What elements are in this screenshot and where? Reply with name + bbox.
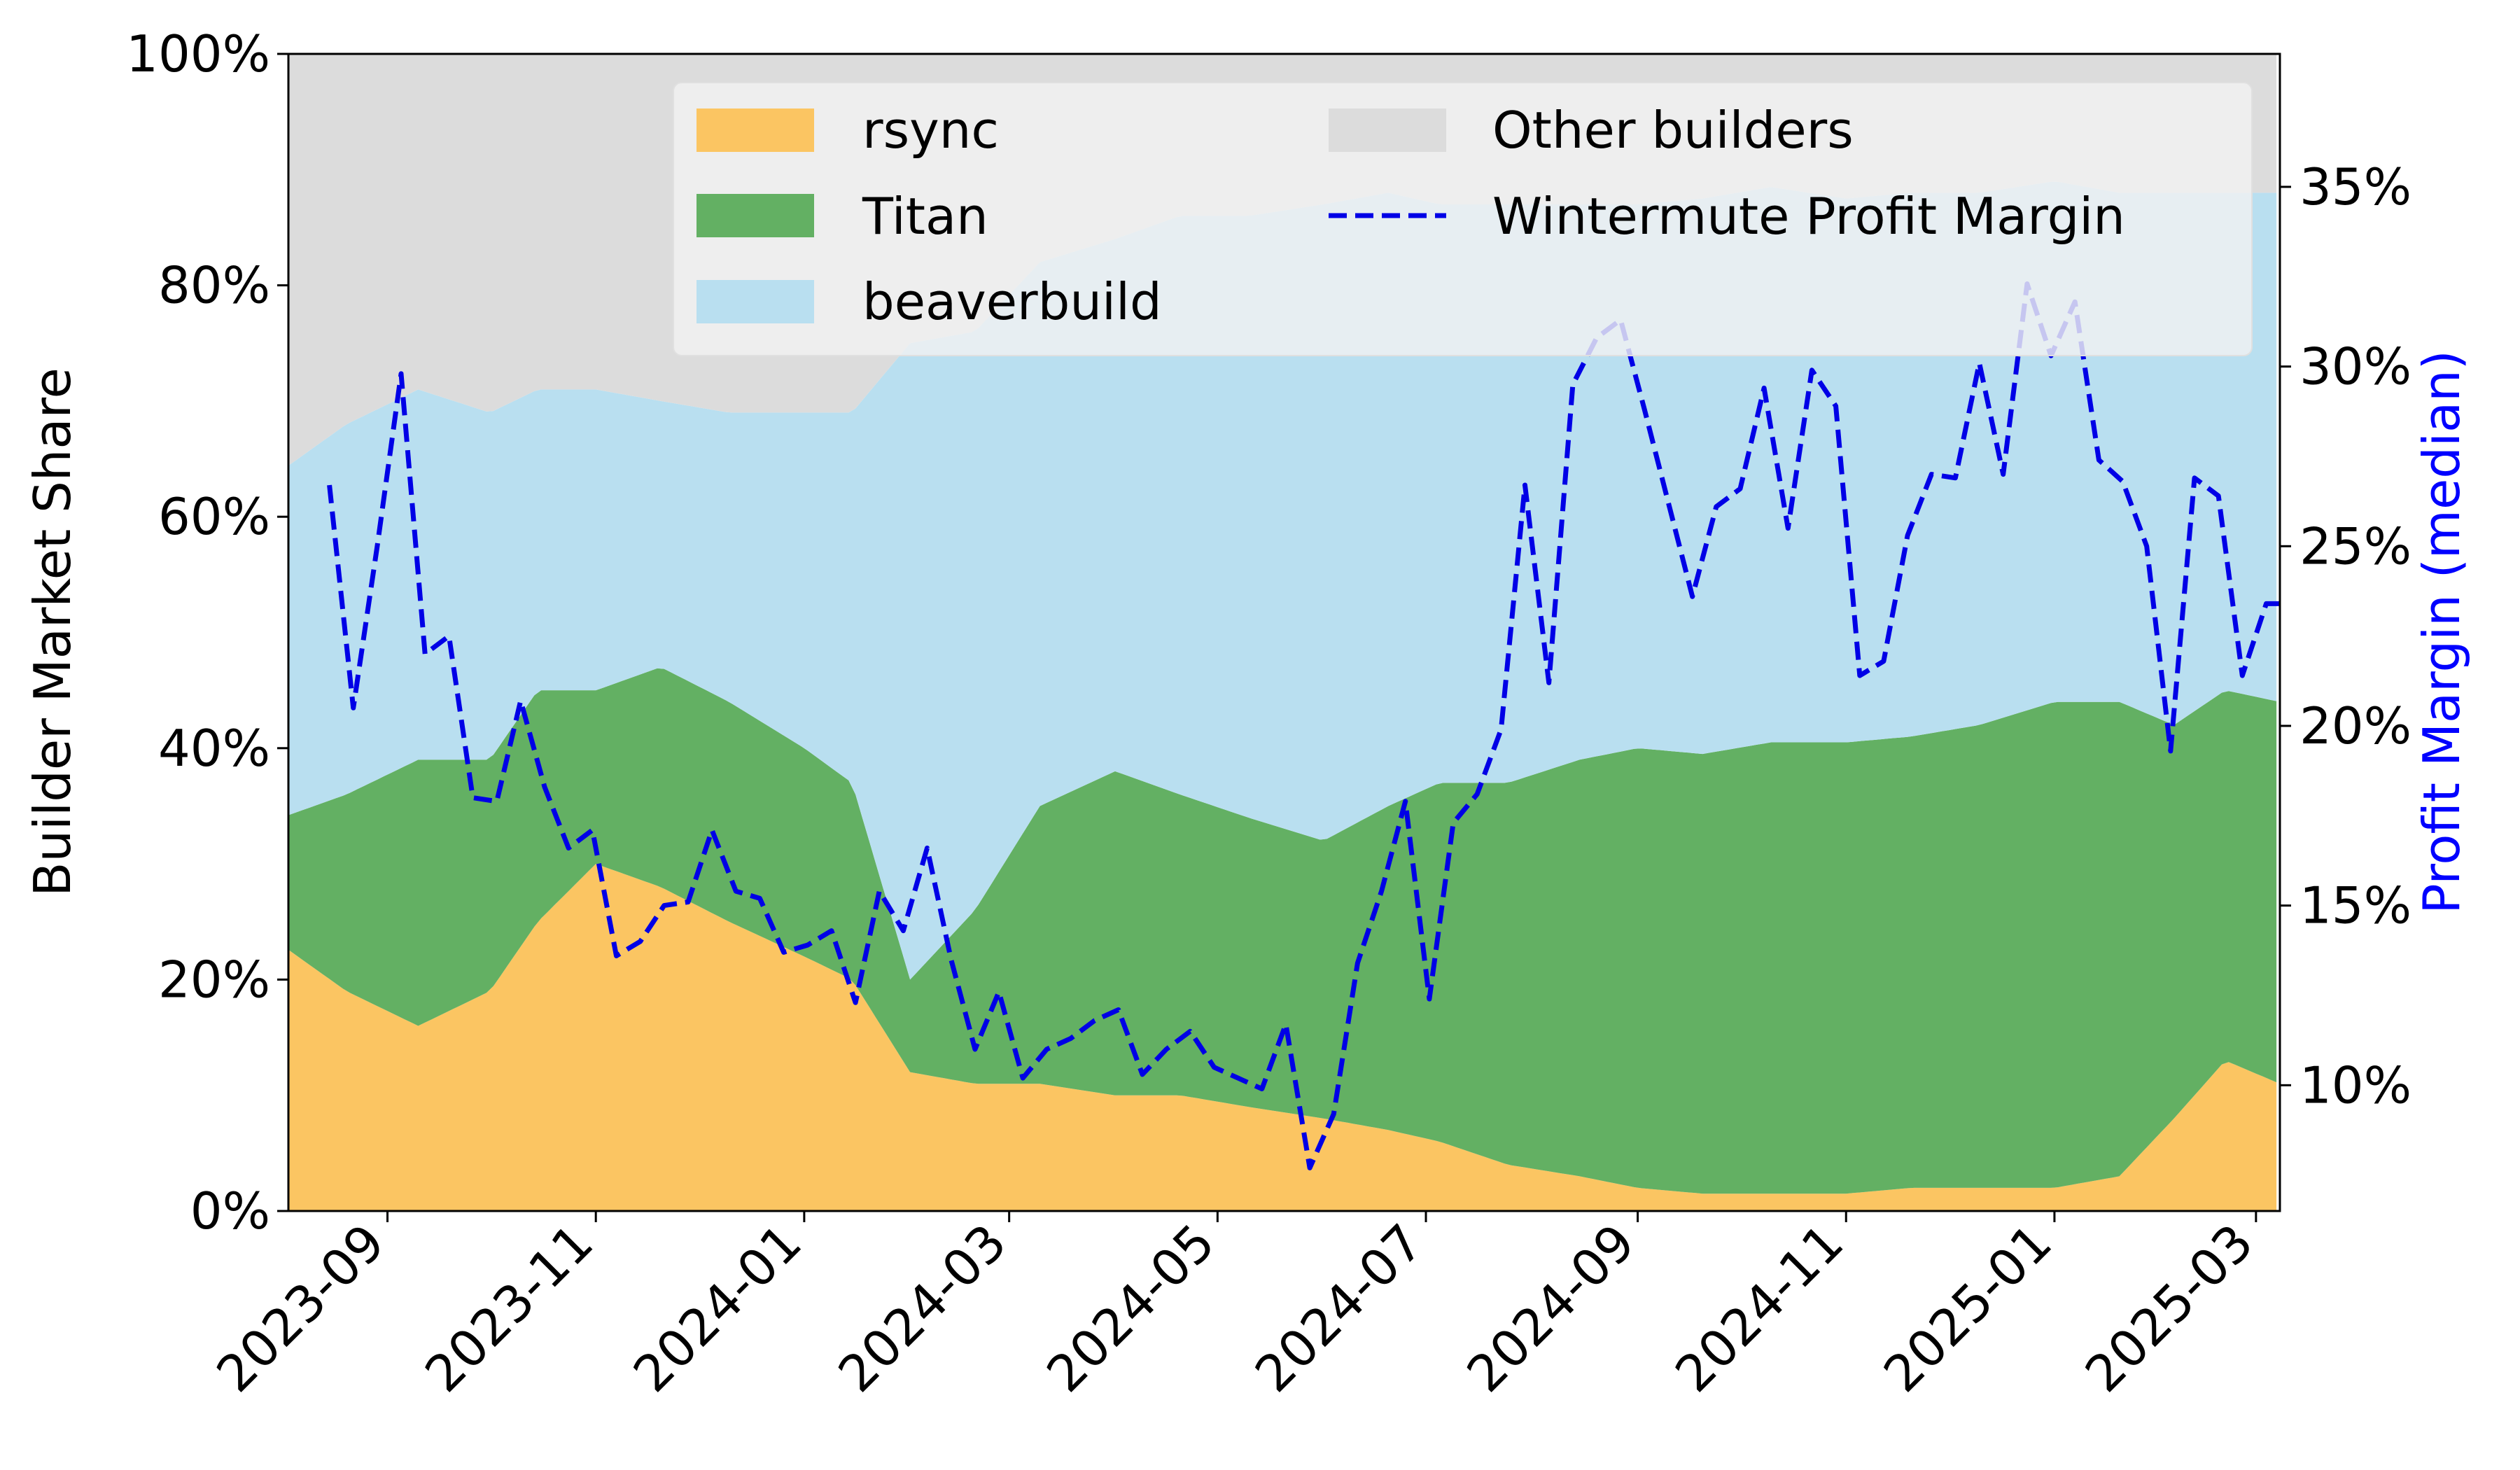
y-right-axis-label: Profit Margin (median) <box>2412 350 2471 914</box>
legend-swatch-rsync <box>696 108 814 152</box>
y-right-tick-label: 30% <box>2300 337 2412 396</box>
plot-frame <box>287 52 2281 1212</box>
legend-label-other-builders: Other builders <box>1492 101 1854 160</box>
legend-swatch-titan <box>696 194 814 237</box>
y-left-tick-label: 0% <box>190 1182 270 1240</box>
y-right-tick-label: 35% <box>2300 158 2412 216</box>
legend-label-profit-margin: Wintermute Profit Margin <box>1492 187 2125 246</box>
y-left-tick-label: 100% <box>126 24 270 83</box>
area-beaverbuild <box>288 181 2277 980</box>
legend-label-titan: Titan <box>862 187 988 246</box>
profit-margin-line <box>327 281 2280 1170</box>
legend: rsync Titan beaverbuild Other builders W… <box>673 82 2253 356</box>
y-right-tick-label: 10% <box>2300 1056 2412 1114</box>
legend-box <box>673 82 2253 356</box>
y-left-tick-label: 20% <box>158 950 270 1009</box>
y-left-tick-label: 60% <box>158 487 270 546</box>
y-left-axis: 0% 20% 40% 60% 80% 100% <box>126 24 288 1240</box>
y-left-tick-label: 40% <box>158 719 270 778</box>
y-left-tick-label: 80% <box>158 256 270 315</box>
legend-swatch-other-builders <box>1329 108 1446 152</box>
profit-margin-polyline <box>327 281 2280 1170</box>
legend-swatch-beaverbuild <box>696 280 814 323</box>
y-right-tick-label: 20% <box>2300 696 2412 755</box>
y-left-axis-label: Builder Market Share <box>23 368 82 897</box>
y-right-tick-label: 25% <box>2300 517 2412 575</box>
legend-label-beaverbuild: beaverbuild <box>862 272 1162 331</box>
y-right-tick-label: 15% <box>2300 876 2412 935</box>
legend-label-rsync: rsync <box>862 101 999 160</box>
y-right-axis: 10% 15% 20% 25% 30% 35% <box>2280 158 2412 1114</box>
area-titan <box>288 668 2277 1194</box>
